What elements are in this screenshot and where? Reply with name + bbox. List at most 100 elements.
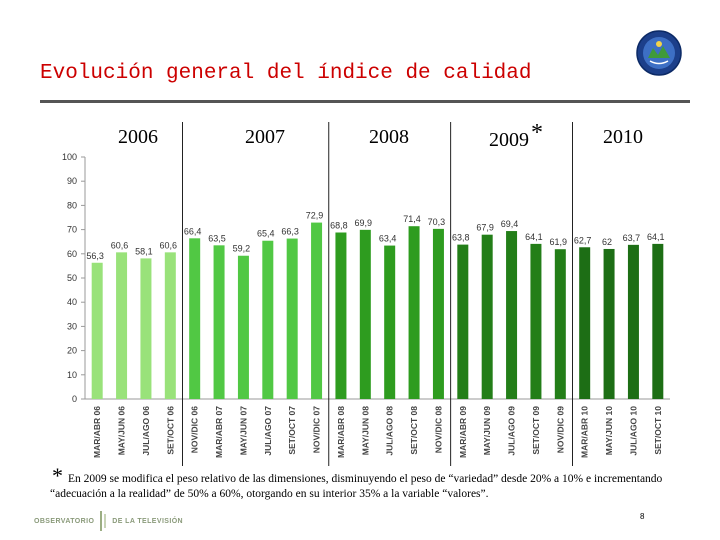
bar <box>286 238 298 399</box>
bar-value-label: 63,7 <box>623 233 641 243</box>
bar <box>554 249 566 399</box>
bar-value-label: 64,1 <box>525 232 543 242</box>
observatory-logo-icon <box>100 511 107 531</box>
y-tick-label: 60 <box>67 249 77 259</box>
x-tick-label: MAR/ABR 07 <box>214 406 224 458</box>
bar-value-label: 69,9 <box>355 218 373 228</box>
bar-value-label: 67,9 <box>476 223 494 233</box>
bar <box>116 252 128 399</box>
bar-value-label: 60,6 <box>160 240 178 250</box>
y-tick-label: 40 <box>67 297 77 307</box>
x-tick-label: NOV/DIC 06 <box>190 406 200 454</box>
x-tick-label: JUL/AGO 09 <box>507 406 517 456</box>
bar-value-label: 58,1 <box>135 246 153 256</box>
bar <box>408 226 420 399</box>
footer-logo-left: OBSERVATORIO <box>34 517 95 525</box>
bar <box>627 244 639 399</box>
y-tick-label: 10 <box>67 370 77 380</box>
x-tick-label: SET/OCT 06 <box>165 406 175 455</box>
y-tick-label: 100 <box>62 152 77 162</box>
footnote: * En 2009 se modifica el peso relativo d… <box>50 465 690 502</box>
x-tick-label: MAY/JUN 10 <box>604 406 614 456</box>
bar <box>164 252 176 399</box>
year-label-2010: 2010 <box>603 126 643 148</box>
x-tick-label: MAY/JUN 06 <box>117 406 127 456</box>
bar-value-label: 61,9 <box>550 237 568 247</box>
observatory-seal-icon <box>636 30 682 76</box>
year-asterisk: * <box>531 120 543 146</box>
x-tick-label: MAY/JUN 08 <box>360 406 370 456</box>
x-tick-label: SET/OCT 09 <box>531 406 541 455</box>
bar-value-label: 66,3 <box>281 227 299 237</box>
year-label-2006: 2006 <box>118 126 158 148</box>
bar <box>481 234 493 399</box>
bar-value-label: 59,2 <box>233 244 251 254</box>
page-number: 8 <box>640 512 645 521</box>
y-tick-label: 20 <box>67 346 77 356</box>
bar <box>213 245 225 399</box>
footer-logo: OBSERVATORIO DE LA TELEVISIÓN <box>34 510 183 532</box>
bar <box>432 228 444 399</box>
bar <box>579 247 591 399</box>
y-tick-label: 90 <box>67 176 77 186</box>
bar-value-label: 63,4 <box>379 234 397 244</box>
bar-value-label: 56,3 <box>86 251 104 261</box>
year-label-2007: 2007 <box>245 126 285 148</box>
bar <box>189 238 201 399</box>
x-tick-label: MAR/ABR 10 <box>580 406 590 458</box>
x-tick-label: SET/OCT 10 <box>653 406 663 455</box>
x-tick-label: MAR/ABR 08 <box>336 406 346 458</box>
bar <box>359 229 371 399</box>
x-tick-label: MAR/ABR 06 <box>92 406 102 458</box>
bar <box>506 231 518 399</box>
y-tick-label: 70 <box>67 225 77 235</box>
bar <box>91 262 103 399</box>
bar-value-label: 66,4 <box>184 226 202 236</box>
footnote-text: En 2009 se modifica el peso relativo de … <box>50 473 663 500</box>
x-tick-label: JUL/AGO 06 <box>141 406 151 456</box>
footer-logo-right: DE LA TELEVISIÓN <box>112 517 183 525</box>
bar <box>457 244 469 399</box>
bar-value-label: 63,8 <box>452 233 470 243</box>
bar-value-label: 62,7 <box>574 235 592 245</box>
bar-value-label: 70,3 <box>428 217 446 227</box>
y-tick-label: 80 <box>67 200 77 210</box>
bar-value-label: 65,4 <box>257 229 275 239</box>
bar <box>311 222 323 399</box>
x-tick-label: SET/OCT 08 <box>409 406 419 455</box>
bar <box>603 248 615 399</box>
bar <box>530 243 542 399</box>
x-tick-label: NOV/DIC 09 <box>555 406 565 454</box>
title-underline <box>40 100 690 103</box>
bar <box>262 240 274 399</box>
bar <box>384 245 396 399</box>
footnote-asterisk: * <box>52 463 63 488</box>
bar-value-label: 71,4 <box>403 214 421 224</box>
bar-value-label: 64,1 <box>647 232 665 242</box>
bar-value-label: 69,4 <box>501 219 519 229</box>
x-tick-label: SET/OCT 07 <box>287 406 297 455</box>
bar <box>140 258 152 399</box>
year-label-2008: 2008 <box>369 126 409 148</box>
x-tick-label: JUL/AGO 10 <box>628 406 638 456</box>
x-tick-label: NOV/DIC 08 <box>433 406 443 454</box>
y-tick-label: 30 <box>67 321 77 331</box>
bar <box>237 255 249 399</box>
x-tick-label: NOV/DIC 07 <box>312 406 322 454</box>
bar-value-label: 72,9 <box>306 211 324 221</box>
bar-value-label: 62 <box>602 237 612 247</box>
y-tick-label: 50 <box>67 273 77 283</box>
bar-value-label: 68,8 <box>330 221 348 231</box>
bar-value-label: 60,6 <box>111 240 129 250</box>
x-tick-label: MAY/JUN 09 <box>482 406 492 456</box>
x-tick-label: MAY/JUN 07 <box>238 406 248 456</box>
bar <box>652 243 664 399</box>
x-tick-label: JUL/AGO 08 <box>385 406 395 456</box>
x-tick-label: JUL/AGO 07 <box>263 406 273 456</box>
y-tick-label: 0 <box>72 394 77 404</box>
bar-value-label: 63,5 <box>208 233 226 243</box>
year-label-2009: 2009* <box>489 120 543 151</box>
slide-title: Evolución general del índice de calidad <box>40 62 532 85</box>
bar <box>335 232 347 399</box>
